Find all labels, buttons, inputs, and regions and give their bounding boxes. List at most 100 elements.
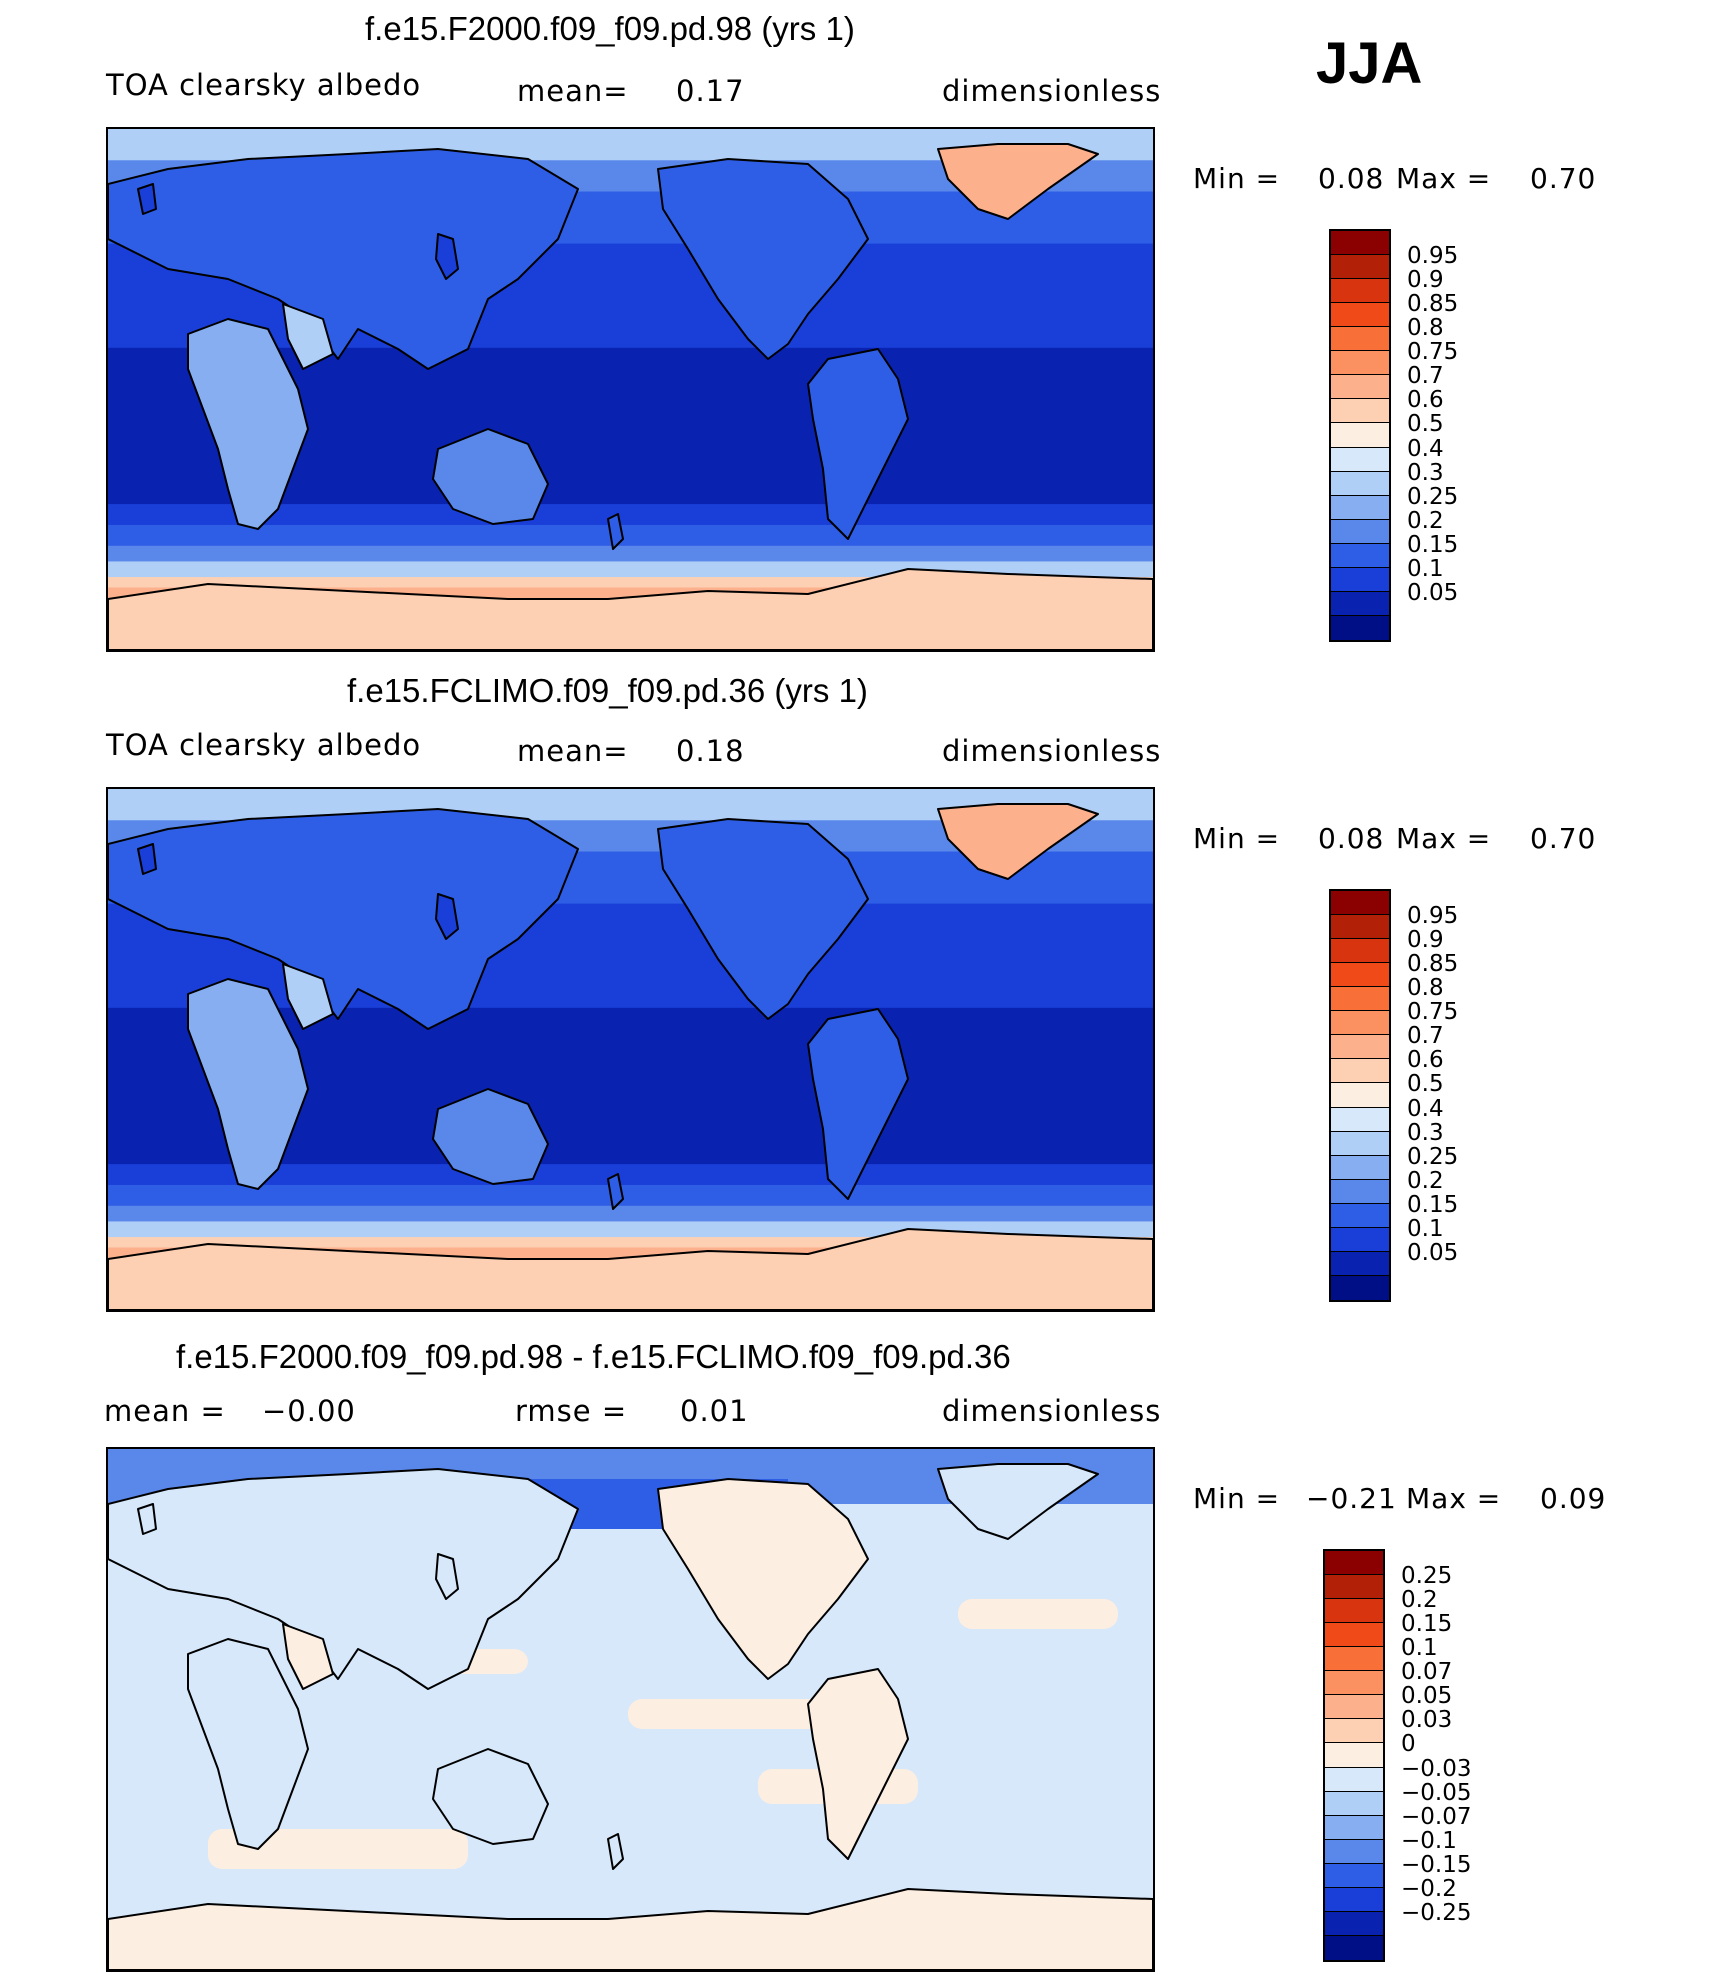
colorbar-tick-label: 0.5 bbox=[1407, 1071, 1444, 1098]
coastline-japan bbox=[435, 233, 459, 280]
colorbar-swatch bbox=[1325, 1887, 1383, 1912]
coastline-south-america bbox=[807, 348, 909, 540]
colorbar-swatch bbox=[1331, 1131, 1389, 1156]
min-label: Min = bbox=[1193, 822, 1281, 855]
coastline-north-america bbox=[657, 818, 869, 1020]
colorbar-swatch bbox=[1325, 1911, 1383, 1936]
coastline-africa bbox=[187, 1638, 309, 1850]
colorbar-tick-label: 0.05 bbox=[1401, 1683, 1453, 1710]
mean-value: 0.17 bbox=[676, 74, 745, 108]
colorbar-swatch bbox=[1331, 351, 1389, 376]
colorbar-tick-label: 0.2 bbox=[1407, 1167, 1444, 1194]
colorbar-tick-label: 0.6 bbox=[1407, 1047, 1444, 1074]
colorbar-tick-label: 0.2 bbox=[1401, 1587, 1438, 1614]
colorbar-tick-label: 0.03 bbox=[1401, 1707, 1453, 1734]
mean-label: mean = bbox=[104, 1394, 226, 1428]
colorbar-tick-label: 0.1 bbox=[1401, 1635, 1438, 1662]
season-label: JJA bbox=[1316, 31, 1423, 96]
coastline-britain bbox=[137, 843, 157, 875]
max-value: 0.70 bbox=[1530, 822, 1597, 855]
colorbar-tick-label: −0.25 bbox=[1401, 1899, 1472, 1926]
coastline-arabia bbox=[282, 303, 334, 370]
coastline-africa bbox=[187, 978, 309, 1190]
variable-label: TOA clearsky albedo bbox=[106, 68, 422, 102]
colorbar-swatch bbox=[1325, 1695, 1383, 1720]
colorbar-swatch bbox=[1331, 279, 1389, 304]
colorbar-tick-label: 0.3 bbox=[1407, 1119, 1444, 1146]
colorbar-tick-label: 0.4 bbox=[1407, 1095, 1444, 1122]
latitude-band bbox=[108, 1184, 1153, 1207]
latitude-band bbox=[108, 504, 1153, 526]
colorbar-swatch bbox=[1331, 891, 1389, 916]
colorbar-tick-label: −0.1 bbox=[1401, 1827, 1457, 1854]
colorbar-swatch bbox=[1331, 399, 1389, 424]
max-value: 0.70 bbox=[1530, 162, 1597, 195]
colorbar-swatch bbox=[1331, 591, 1389, 616]
colorbar-swatch bbox=[1331, 1227, 1389, 1252]
colorbar-swatch bbox=[1331, 1275, 1389, 1300]
coastline-eurasia bbox=[108, 808, 579, 1030]
colorbar-tick-label: 0.6 bbox=[1407, 387, 1444, 414]
colorbar: 0.25 0.2 0.15 0.1 0.07 0.05 0.03 0 −0.03 −0.05 −0.… bbox=[1323, 1549, 1471, 1962]
units-label: dimensionless bbox=[942, 74, 1162, 108]
coastline-north-america bbox=[657, 158, 869, 360]
colorbar-swatch bbox=[1331, 231, 1389, 256]
world-map bbox=[108, 129, 1153, 650]
colorbar-tick-label: 0.1 bbox=[1407, 1215, 1444, 1242]
coastline-eurasia bbox=[108, 1468, 579, 1690]
colorbar: 0.95 0.9 0.85 0.8 0.75 0.7 0.6 0.5 0.4 0.3 0.25 0.2… bbox=[1329, 229, 1458, 642]
colorbar-tick-label: 0.8 bbox=[1407, 975, 1444, 1002]
colorbar-swatch bbox=[1325, 1743, 1383, 1768]
colorbar-tick-label: 0.25 bbox=[1407, 1143, 1459, 1170]
colorbar-tick-label: 0.85 bbox=[1407, 291, 1459, 318]
colorbar-tick-label: 0.15 bbox=[1407, 531, 1459, 558]
colorbar-swatch bbox=[1325, 1671, 1383, 1696]
colorbar-swatch bbox=[1325, 1647, 1383, 1672]
units-label: dimensionless bbox=[942, 734, 1162, 768]
colorbar-tick-label: 0.2 bbox=[1407, 507, 1444, 534]
positive-anomaly bbox=[208, 1829, 468, 1869]
colorbar-swatch bbox=[1325, 1935, 1383, 1960]
colorbar-swatch bbox=[1331, 1011, 1389, 1036]
colorbar-tick-label: 0.95 bbox=[1407, 903, 1459, 930]
colorbar-swatch bbox=[1325, 1551, 1383, 1576]
min-label: Min = bbox=[1193, 162, 1281, 195]
map-panel bbox=[106, 127, 1155, 652]
colorbar-tick-label: 0.85 bbox=[1407, 951, 1459, 978]
colorbar-tick-label: −0.2 bbox=[1401, 1875, 1457, 1902]
colorbar-swatch bbox=[1331, 1203, 1389, 1228]
colorbar-tick-label: 0.1 bbox=[1407, 555, 1444, 582]
colorbar-tick-label: 0.9 bbox=[1407, 927, 1444, 954]
mean-value: −0.00 bbox=[262, 1394, 356, 1428]
coastline-nz bbox=[607, 1833, 624, 1870]
latitude-band bbox=[108, 1164, 1153, 1186]
colorbar-tick-label: 0.15 bbox=[1401, 1611, 1453, 1638]
colorbar-tick-label: 0.8 bbox=[1407, 315, 1444, 342]
coastline-south-america bbox=[807, 1668, 909, 1860]
positive-anomaly bbox=[958, 1599, 1118, 1629]
colorbar: 0.95 0.9 0.85 0.8 0.75 0.7 0.6 0.5 0.4 0.3 0.25 0.2… bbox=[1329, 889, 1458, 1302]
variable-label: TOA clearsky albedo bbox=[106, 728, 422, 762]
coastline-nz bbox=[607, 513, 624, 550]
colorbar-tick-label: 0.05 bbox=[1407, 579, 1459, 606]
colorbar-tick-label: 0.5 bbox=[1407, 411, 1444, 438]
colorbar-swatch bbox=[1331, 255, 1389, 280]
world-map bbox=[108, 1449, 1153, 1970]
colorbar-tick-label: 0.75 bbox=[1407, 339, 1459, 366]
latitude-band bbox=[108, 1205, 1153, 1223]
colorbar-swatch bbox=[1331, 375, 1389, 400]
colorbar-tick-label: 0.7 bbox=[1407, 1023, 1444, 1050]
max-label: Max = bbox=[1396, 162, 1492, 195]
colorbar-swatch bbox=[1331, 939, 1389, 964]
colorbar-swatch bbox=[1325, 1839, 1383, 1864]
max-value: 0.09 bbox=[1540, 1482, 1607, 1515]
colorbar-tick-label: 0.7 bbox=[1407, 363, 1444, 390]
colorbar-swatch bbox=[1325, 1767, 1383, 1792]
colorbar-swatch bbox=[1331, 567, 1389, 592]
colorbar-swatch bbox=[1331, 1059, 1389, 1084]
colorbar-tick-label: 0.15 bbox=[1407, 1191, 1459, 1218]
map-panel bbox=[106, 1447, 1155, 1972]
coastline-antarctica bbox=[108, 1888, 1153, 1970]
colorbar-swatch bbox=[1325, 1815, 1383, 1840]
colorbar-swatch bbox=[1325, 1599, 1383, 1624]
